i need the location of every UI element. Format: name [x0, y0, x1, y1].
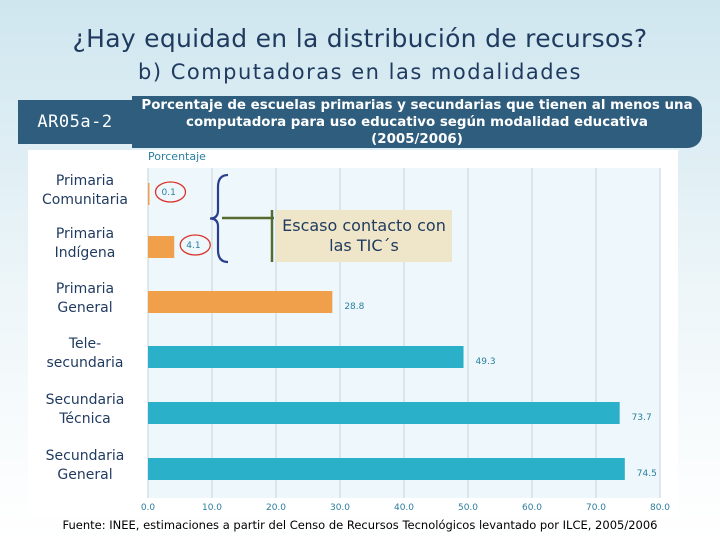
- indicator-description: Porcentaje de escuelas primarias y secun…: [132, 96, 702, 148]
- bar: [148, 346, 464, 368]
- value-circle: [154, 181, 187, 203]
- category-label-line: Primaria: [55, 226, 115, 242]
- data-label: 4.1: [186, 241, 200, 251]
- page-title: ¿Hay equidad en la distribución de recur…: [72, 24, 648, 53]
- bar: [148, 458, 625, 480]
- data-label: 74.5: [637, 469, 657, 479]
- x-tick-label: 70.0: [586, 503, 606, 513]
- x-tick-label: 60.0: [522, 503, 542, 513]
- category-label-line: Indígena: [54, 245, 116, 261]
- x-tick-label: 80.0: [650, 503, 670, 513]
- indicator-code: AR05a-2: [18, 100, 132, 144]
- category-label-line: General: [57, 467, 113, 483]
- data-label: 49.3: [476, 357, 496, 367]
- category-label: Secundaria General: [26, 447, 144, 485]
- category-label-line: Secundaria: [45, 392, 125, 408]
- category-label-line: Técnica: [59, 411, 111, 427]
- category-label-line: Primaria: [55, 281, 115, 297]
- category-label-line: General: [57, 300, 113, 316]
- axis-title: Porcentaje: [148, 150, 206, 163]
- category-label: Primaria Comunitaria: [26, 172, 144, 210]
- category-label: Secundaria Técnica: [26, 391, 144, 429]
- value-circle: [179, 234, 211, 256]
- bar: [148, 183, 150, 205]
- data-label: 73.7: [632, 413, 652, 423]
- x-tick-label: 40.0: [394, 503, 414, 513]
- x-tick-label: 20.0: [266, 503, 286, 513]
- category-label: Primaria General: [26, 280, 144, 318]
- x-tick-label: 10.0: [202, 503, 222, 513]
- bar: [148, 291, 333, 313]
- data-label: 0.1: [162, 188, 176, 198]
- x-tick-label: 30.0: [330, 503, 350, 513]
- data-label: 28.8: [344, 302, 364, 312]
- category-label: Primaria Indígena: [26, 225, 144, 263]
- category-label-line: Comunitaria: [42, 192, 128, 208]
- x-tick-label: 0.0: [141, 503, 156, 513]
- category-label-line: Secundaria: [45, 448, 125, 464]
- source-footnote: Fuente: INEE, estimaciones a partir del …: [62, 518, 658, 532]
- category-label-line: secundaria: [46, 355, 124, 371]
- category-label: Tele-secundaria: [26, 335, 144, 373]
- bar: [148, 402, 620, 424]
- category-label-line: Primaria: [55, 173, 115, 189]
- page-subtitle: b) Computadoras en las modalidades: [138, 60, 582, 84]
- category-label-line: Tele-: [68, 336, 102, 352]
- bar: [148, 236, 175, 258]
- grouping-brace: [209, 173, 229, 264]
- x-tick-label: 50.0: [458, 503, 478, 513]
- callout-box: Escaso contacto con las TIC´s: [276, 210, 452, 262]
